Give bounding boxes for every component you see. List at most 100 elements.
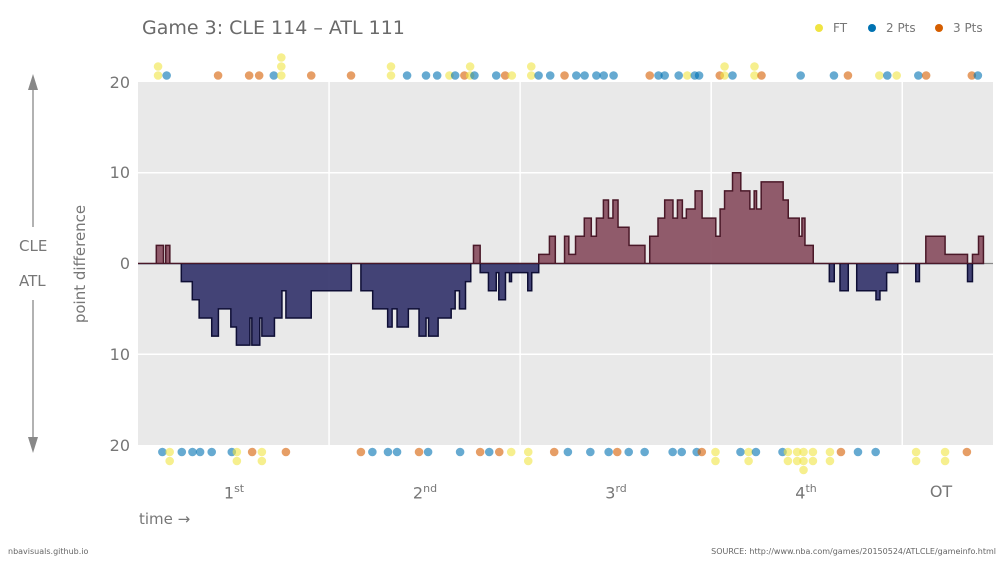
atl-free-throw-dot xyxy=(165,456,174,466)
period-suffix: th xyxy=(805,482,817,495)
atl-two-pointer-dot xyxy=(677,447,687,457)
atl-lead-area xyxy=(138,264,985,346)
site-credit: nbavisuals.github.io xyxy=(8,547,89,556)
period-number: 3 xyxy=(605,483,616,503)
atl-three-pointer-dot xyxy=(494,447,504,457)
atl-free-throw-dot xyxy=(911,456,921,466)
ft-dot-icon xyxy=(815,24,823,32)
atl-free-throw-dot xyxy=(783,456,793,466)
cle-three-pointer-dot xyxy=(213,71,223,80)
legend-3pts: 3 Pts xyxy=(935,21,983,35)
atl-free-throw-dot xyxy=(232,447,242,457)
cle-two-pointer-dot xyxy=(829,71,839,80)
chart-title: Game 3: CLE 114 – ATL 111 xyxy=(142,17,405,39)
legend-label: 2 Pts xyxy=(886,21,916,35)
atl-two-pointer-dot xyxy=(563,447,573,457)
x-axis-label: time → xyxy=(139,510,191,528)
atl-three-pointer-dot xyxy=(962,447,972,457)
cle-three-pointer-dot xyxy=(645,71,655,80)
source-note: SOURCE: http://www.nba.com/games/2015052… xyxy=(711,547,996,556)
period-label-ot: OT xyxy=(930,482,952,501)
atl-free-throw-dot xyxy=(257,456,267,466)
cle-free-throw-dot xyxy=(276,62,286,71)
cle-two-pointer-dot xyxy=(572,71,581,80)
period-number: 4 xyxy=(795,483,806,503)
cle-two-pointer-dot xyxy=(882,71,892,80)
cle-two-pointer-dot xyxy=(470,71,479,80)
period-suffix: rd xyxy=(615,482,627,495)
atl-two-pointer-dot xyxy=(195,447,205,457)
y-axis-label: point difference xyxy=(71,204,89,324)
atl-three-pointer-dot xyxy=(414,447,424,457)
cle-two-pointer-dot xyxy=(674,71,684,80)
cle-label: CLE xyxy=(19,237,48,255)
atl-free-throw-dot xyxy=(711,447,720,457)
atl-two-pointer-dot xyxy=(383,447,393,457)
cle-two-pointer-dot xyxy=(728,71,737,80)
cle-two-pointer-dot xyxy=(269,71,279,80)
period-label-2: 2nd xyxy=(413,482,437,502)
atl-free-throw-dot xyxy=(808,456,818,466)
cle-three-pointer-dot xyxy=(306,71,316,80)
cle-free-throw-dot xyxy=(526,71,536,80)
cle-three-pointer-dot xyxy=(757,71,766,80)
cle-three-pointer-dot xyxy=(244,71,254,80)
y-tick-label: 20 xyxy=(109,436,130,455)
cle-two-pointer-dot xyxy=(796,71,805,80)
atl-two-pointer-dot xyxy=(751,447,761,457)
atl-three-pointer-dot xyxy=(247,447,257,457)
cle-free-throw-dot xyxy=(507,71,517,80)
cle-three-pointer-dot xyxy=(967,71,977,80)
up-arrow-icon xyxy=(28,74,38,90)
cle-free-throw-dot xyxy=(465,62,475,71)
atl-three-pointer-dot xyxy=(549,447,559,457)
atl-two-pointer-dot xyxy=(423,447,433,457)
atl-three-pointer-dot xyxy=(697,447,707,457)
2pt-dot-icon xyxy=(868,24,876,32)
cle-two-pointer-dot xyxy=(162,71,171,80)
atl-free-throw-dot xyxy=(744,447,753,457)
atl-free-throw-dot xyxy=(799,465,808,475)
cle-free-throw-dot xyxy=(386,62,396,71)
period-number: 2 xyxy=(412,483,424,503)
cle-two-pointer-dot xyxy=(973,71,983,80)
legend-ft: FT xyxy=(815,21,847,35)
cle-two-pointer-dot xyxy=(545,71,555,80)
atl-three-pointer-dot xyxy=(356,447,366,457)
atl-free-throw-dot xyxy=(808,447,818,457)
atl-two-pointer-dot xyxy=(207,447,217,457)
cle-two-pointer-dot xyxy=(914,71,923,80)
period-suffix: st xyxy=(234,482,245,495)
cle-free-throw-dot xyxy=(276,53,286,62)
atl-two-pointer-dot xyxy=(736,447,745,457)
y-tick-label: 0 xyxy=(119,254,130,273)
atl-two-pointer-dot xyxy=(484,447,494,457)
atl-free-throw-dot xyxy=(940,447,950,457)
atl-two-pointer-dot xyxy=(668,447,677,457)
y-tick-label: 20 xyxy=(109,73,130,92)
atl-free-throw-dot xyxy=(799,456,808,466)
cle-two-pointer-dot xyxy=(609,71,618,80)
atl-two-pointer-dot xyxy=(640,447,649,457)
atl-free-throw-dot xyxy=(783,447,793,457)
cle-free-throw-dot xyxy=(720,71,729,80)
cle-free-throw-dot xyxy=(750,62,759,71)
atl-label: ATL xyxy=(19,272,46,290)
atl-two-pointer-dot xyxy=(624,447,634,457)
atl-free-throw-dot xyxy=(523,447,533,457)
atl-free-throw-dot xyxy=(523,456,533,466)
period-number: OT xyxy=(929,482,953,501)
cle-free-throw-dot xyxy=(683,71,692,80)
cle-three-pointer-dot xyxy=(843,71,853,80)
legend-label: 3 Pts xyxy=(953,21,983,35)
cle-free-throw-dot xyxy=(720,62,729,71)
atl-two-pointer-dot xyxy=(853,447,863,457)
atl-free-throw-dot xyxy=(825,447,835,457)
period-label-3: 3rd xyxy=(605,482,627,502)
atl-three-pointer-dot xyxy=(475,447,485,457)
cle-two-pointer-dot xyxy=(432,71,442,80)
atl-free-throw-dot xyxy=(506,447,516,457)
cle-three-pointer-dot xyxy=(500,71,510,80)
period-number: 1 xyxy=(223,483,235,503)
